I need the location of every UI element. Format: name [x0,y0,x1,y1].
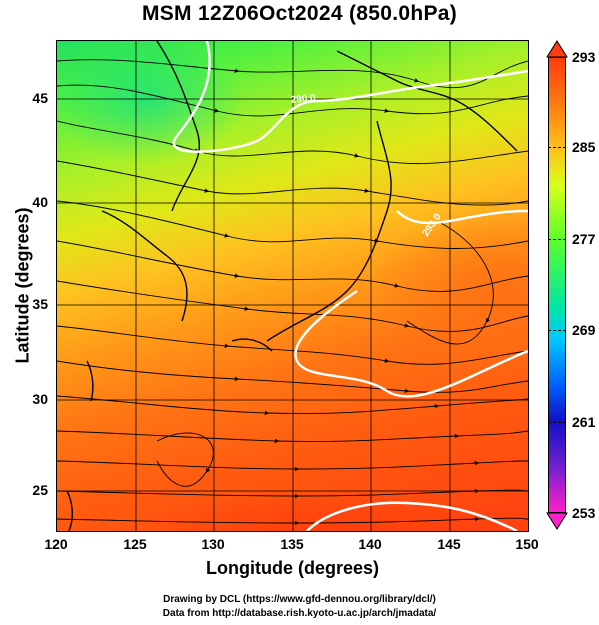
footer-credit-line: Drawing by DCL (https://www.gfd-dennou.o… [163,594,436,605]
colorbar-tick-261: 261 [572,414,596,430]
x-tick-135: 135 [280,536,304,552]
contour-label-293: 293.0 [420,212,444,239]
temperature-contours [172,41,528,531]
x-tick-140: 140 [358,536,382,552]
colorbar-mark-285 [548,147,566,148]
x-tick-145: 145 [437,536,461,552]
colorbar-mark-277 [548,239,566,240]
contour-labels: 290.0 293.0 [290,93,444,239]
colorbar-top-arrow [546,40,568,58]
x-tick-120: 120 [44,536,68,552]
map-overlay: 290.0 293.0 [57,41,528,531]
colorbar [548,57,566,513]
x-tick-150: 150 [515,536,539,552]
x-tick-130: 130 [201,536,225,552]
x-tick-125: 125 [123,536,147,552]
colorbar-mark-269 [548,330,566,331]
y-tick-40: 40 [32,194,48,210]
colorbar-tick-277: 277 [572,231,596,247]
colorbar-bottom-arrow [546,512,568,530]
y-axis-label: Latitude (degrees) [12,207,33,364]
colorbar-tick-285: 285 [572,139,596,155]
y-tick-25: 25 [32,482,48,498]
wind-streamlines [57,59,528,526]
chart-title: MSM 12Z06Oct2024 (850.0hPa) [141,2,458,25]
colorbar-tick-253: 253 [572,505,596,521]
y-tick-35: 35 [32,296,48,312]
map-panel: 290.0 293.0 [56,40,529,532]
coastlines [66,41,518,531]
y-tick-30: 30 [32,391,48,407]
colorbar-tick-269: 269 [572,322,596,338]
footer-data-source-line: Data from http://database.rish.kyoto-u.a… [162,608,437,619]
colorbar-tick-293: 293 [572,49,596,65]
contour-label-290: 290.0 [290,93,316,106]
grid-lines [57,41,528,531]
x-axis-label: Longitude (degrees) [205,558,379,578]
colorbar-mark-261 [548,422,566,423]
y-tick-45: 45 [32,90,48,106]
